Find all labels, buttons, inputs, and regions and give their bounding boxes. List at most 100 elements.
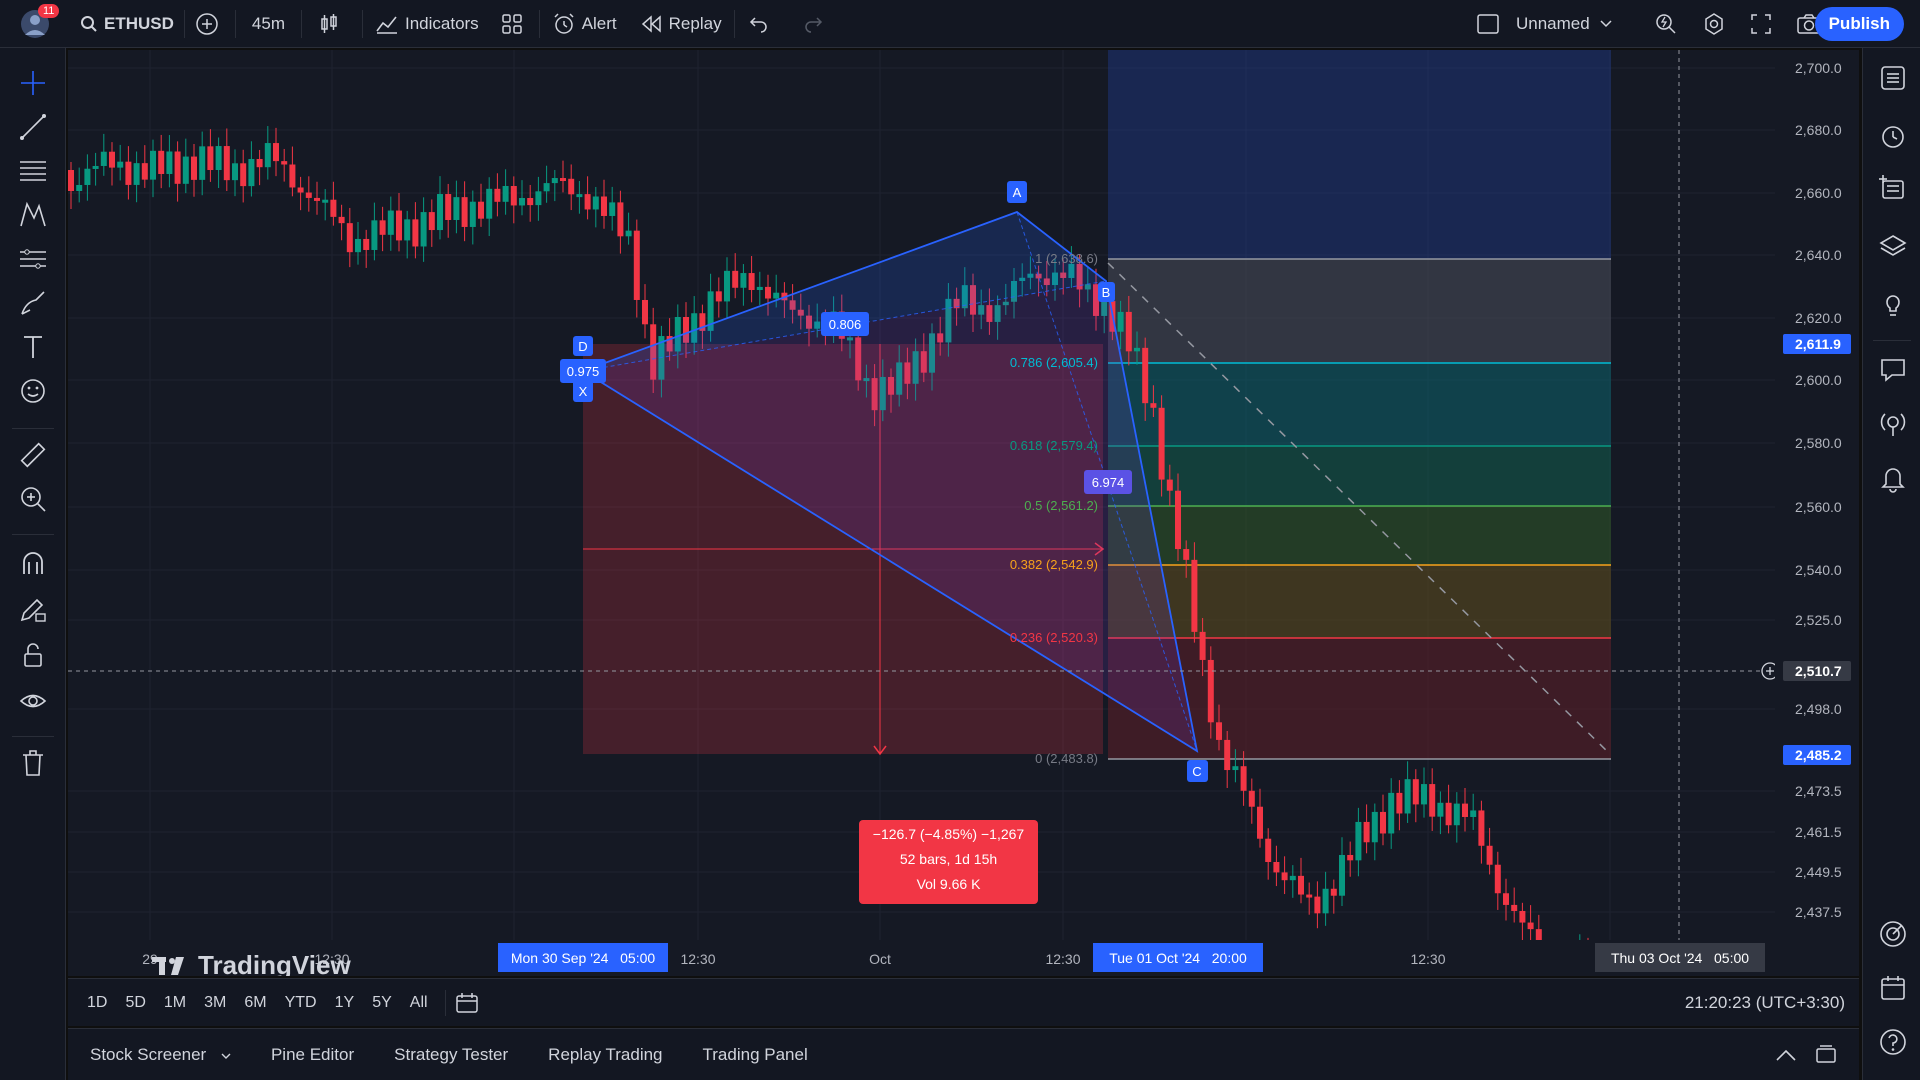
tab-replay-trading[interactable]: Replay Trading [548,1044,663,1064]
candle-body [568,178,575,195]
text-tool[interactable] [18,332,48,362]
fib-retracement[interactable] [1107,50,1612,760]
candle-body [1437,802,1444,817]
fullscreen-button[interactable] [1740,0,1788,48]
range-1m[interactable]: 1M [163,993,187,1011]
candle-body [1232,766,1239,771]
avatar[interactable]: 11 [0,0,70,48]
brush-tool[interactable] [18,288,48,318]
time-axis[interactable]: 29 12:30 12:30 Oct 12:30 12:30 Mon 30 Se… [142,943,1765,972]
candle-body [404,219,411,241]
zoom-tool[interactable] [18,484,48,514]
watchlist-button[interactable] [1877,62,1909,94]
candle-body [707,291,714,331]
price-tick: 2,660.0 [1795,185,1842,201]
candle-body [494,188,501,202]
help-button[interactable] [1877,1026,1909,1058]
maximize-panel-icon[interactable] [1815,1044,1837,1065]
trend-line-tool[interactable] [18,112,48,142]
pattern-tool[interactable] [18,200,48,230]
lock-tool[interactable] [18,640,48,670]
crosshair-tool[interactable] [18,68,48,98]
candle-body [1142,347,1149,404]
range-all[interactable]: All [409,993,428,1011]
candle-body [617,202,624,237]
lightning-search-icon [1656,13,1676,34]
tab-pine-editor[interactable]: Pine Editor [270,1044,355,1064]
candle-body [248,158,255,187]
separator [12,428,54,429]
remove-tool[interactable] [18,748,48,778]
chart-pane[interactable]: 1 (2,638.6) 0.786 (2,605.4) 0.618 (2,579… [68,50,1859,976]
dom-button[interactable] [1877,918,1909,950]
layout-button[interactable]: Unnamed [1466,0,1628,48]
candle-body [1298,875,1304,895]
text-icon [24,336,42,358]
templates-button[interactable] [491,0,539,48]
tab-trading-panel[interactable]: Trading Panel [702,1044,808,1064]
interval-button[interactable]: 45m [251,13,285,33]
time-tick: Oct [869,951,891,967]
undo-button[interactable] [735,0,789,48]
ruler-tool[interactable] [18,440,48,470]
redo-icon [804,16,822,33]
settings-button[interactable] [1692,0,1742,48]
symbol-search-button[interactable]: ETHUSD [70,0,184,48]
fib-zone-top [1108,50,1611,259]
candle-body [1453,803,1460,826]
chart-canvas[interactable]: 1 (2,638.6) 0.786 (2,605.4) 0.618 (2,579… [68,50,1859,976]
range-1y[interactable]: 1Y [334,993,355,1011]
range-ytd[interactable]: YTD [284,993,317,1011]
label-x-bg [573,380,593,402]
replay-label: Replay [668,13,722,33]
candle-body [305,192,312,198]
stay-drawing-tool[interactable] [18,594,48,624]
replay-button[interactable]: Replay [629,0,734,48]
notifications-button[interactable] [1877,462,1909,494]
unlock-icon [24,643,42,667]
time-tick: 12:30 [1410,951,1445,967]
range-6m[interactable]: 6M [244,993,267,1011]
streams-button[interactable] [1877,408,1909,440]
emoji-tool[interactable] [18,376,48,406]
range-5y[interactable]: 5Y [372,993,392,1011]
forecast-tool[interactable] [18,244,48,274]
chart-type-button[interactable] [302,0,362,48]
object-tree-button[interactable] [1877,172,1909,204]
point-d-label: D [578,339,587,354]
chevron-up-icon[interactable] [1775,1048,1797,1062]
rewind-icon [641,14,661,33]
clock-timezone[interactable]: 21:20:23 (UTC+3:30) [1684,992,1845,1012]
compare-button[interactable] [185,0,235,48]
ideas-button[interactable] [1877,288,1909,320]
fullscreen-icon [1751,13,1771,34]
label-c-bg [1187,760,1208,782]
price-range-measure[interactable] [583,344,1105,756]
goto-date-icon[interactable] [454,991,480,1015]
candle-body [732,270,739,288]
time-tick: 12:30 [1045,951,1080,967]
publish-button[interactable]: Publish [1814,7,1904,41]
price-tick: 2,437.5 [1795,904,1842,920]
magnet-tool[interactable] [18,548,48,578]
fib-tool[interactable] [18,156,48,186]
label-a-bg [1007,181,1027,203]
price-axis[interactable]: 2,700.0 2,680.0 2,660.0 2,640.0 2,620.0 … [1775,50,1859,976]
range-1d[interactable]: 1D [87,993,108,1011]
alert-button[interactable]: Alert [540,0,629,48]
range-3m[interactable]: 3M [204,993,227,1011]
tab-strategy-tester[interactable]: Strategy Tester [394,1044,509,1064]
candle-body [1429,784,1436,817]
indicators-button[interactable]: Indicators [363,0,491,48]
redo-button[interactable] [789,0,843,48]
tab-stock-screener[interactable]: Stock Screener [68,1045,251,1065]
quick-search-button[interactable] [1644,0,1694,48]
hide-tool[interactable] [18,686,48,716]
candle-body [1052,272,1058,286]
range-5d[interactable]: 5D [125,993,146,1011]
calendar-button[interactable] [1877,972,1909,1004]
layers-button[interactable] [1877,230,1909,262]
xabcd-pattern[interactable] [582,210,1199,753]
chats-button[interactable] [1877,354,1909,386]
alerts-button[interactable] [1877,120,1909,152]
